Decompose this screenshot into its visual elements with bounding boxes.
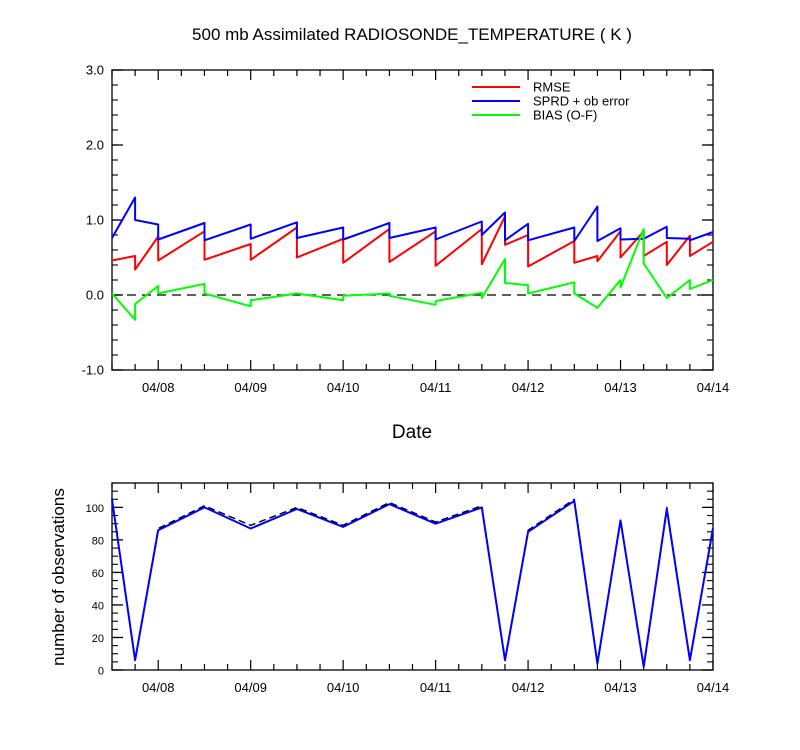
- legend-label-bias: BIAS (O-F): [533, 108, 597, 123]
- main-chart-y-tick-label: -1.0: [82, 363, 104, 378]
- observations-chart-y-tick-label: 100: [86, 503, 104, 515]
- main-chart-x-tick-label: 04/13: [604, 380, 637, 395]
- main-chart: 04/08 04/09 04/10 04/11 04/12 04/13 04/14 -1.0 0…: [82, 63, 730, 396]
- observations-chart-x-tick-label: 04/08: [142, 680, 175, 695]
- main-chart-x-tick-label: 04/10: [327, 380, 360, 395]
- main-chart-title: 500 mb Assimilated RADIOSONDE_TEMPERATUR…: [192, 25, 632, 44]
- observations-chart-x-tick-label: 04/14: [697, 680, 730, 695]
- series-line-sprd-ob-error: [111, 196, 714, 242]
- observations-chart-x-tick-label: 04/11: [420, 680, 452, 695]
- observations-chart-x-tick-label: 04/09: [234, 680, 267, 695]
- main-chart-x-tick-label: 04/14: [697, 380, 730, 395]
- main-chart-y-tick-label: 0.0: [86, 288, 104, 303]
- main-chart-y-tick-label: 3.0: [86, 63, 104, 78]
- main-chart-x-tick-label: 04/08: [142, 380, 175, 395]
- observations-chart-y-tick-label: 0: [98, 666, 104, 678]
- observations-chart-y-tick-label: 60: [92, 568, 104, 580]
- legend-label-sprd-ob-error: SPRD + ob error: [533, 94, 630, 109]
- legend-label-rmse: RMSE: [533, 80, 571, 95]
- main-chart-y-tick-label: 2.0: [86, 138, 104, 153]
- series-line-observations-assimilated: [111, 499, 714, 668]
- observations-chart-y-tick-label: 20: [92, 633, 104, 645]
- observations-chart-y-tick-label: 40: [92, 600, 104, 612]
- observations-chart-y-label: number of observations: [49, 488, 68, 666]
- observations-chart-x-tick-label: 04/10: [327, 680, 360, 695]
- main-chart-x-tick-label: 04/11: [420, 380, 452, 395]
- observations-chart-x-tick-label: 04/12: [512, 680, 545, 695]
- main-chart-x-tick-label: 04/09: [234, 380, 267, 395]
- observations-chart-y-tick-label: 80: [92, 535, 104, 547]
- observations-chart: 04/08 04/09 04/10 04/11 04/12 04/13 04/14 0 20 40…: [86, 482, 730, 695]
- observations-chart-x-tick-label: 04/13: [604, 680, 637, 695]
- main-chart-y-tick-label: 1.0: [86, 213, 104, 228]
- main-chart-x-tick-label: 04/12: [512, 380, 545, 395]
- series-line-observations-total: [111, 498, 714, 668]
- series-line-bias: [111, 228, 714, 321]
- main-chart-x-label: Date: [392, 422, 432, 443]
